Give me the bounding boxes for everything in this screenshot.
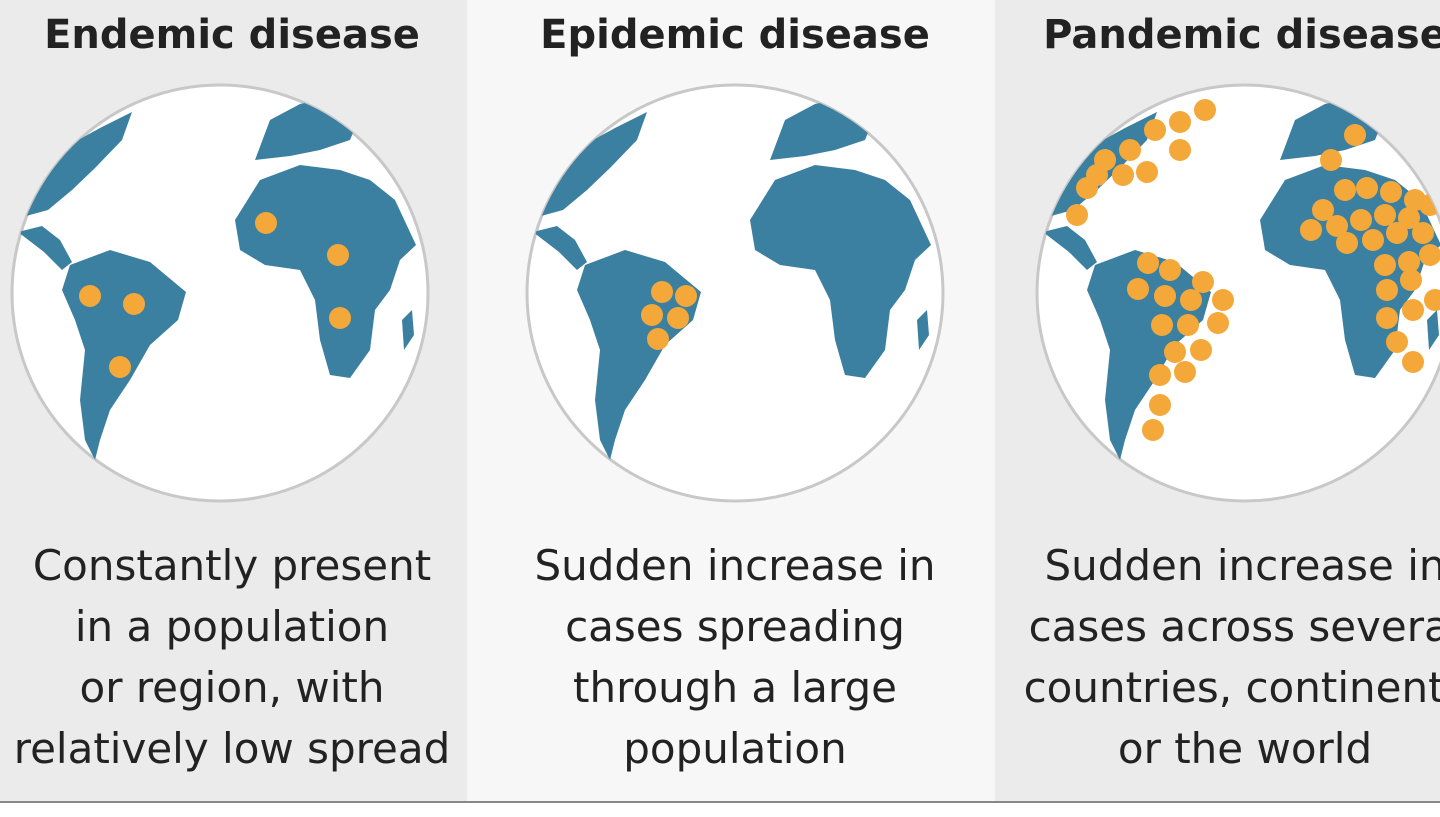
case-dot [1136,161,1158,183]
case-dot [327,244,349,266]
case-dot [1402,351,1424,373]
description-line: population [623,724,847,773]
case-dot [1192,271,1214,293]
case-dot [1356,177,1378,199]
case-dot [1398,251,1420,273]
case-dot [1380,181,1402,203]
case-dot [1086,164,1108,186]
case-dot [1127,278,1149,300]
case-dot [641,304,663,326]
case-dot [1350,209,1372,231]
case-dot [1137,252,1159,274]
case-dot [1112,164,1134,186]
case-dot [1424,289,1440,311]
description-line: or region, with [80,663,385,712]
case-dot [255,212,277,234]
case-dot [1212,289,1234,311]
description-line: cases across several [1029,602,1440,651]
description-line: Sudden increase in [534,541,935,590]
case-dot [1374,254,1396,276]
case-dot [329,307,351,329]
panel: Epidemic disease Sudden increase in cases … [525,12,945,773]
description-line: relatively low spread [14,724,451,773]
case-dot [1142,419,1164,441]
case-dot [1398,207,1420,229]
case-dot [1194,99,1216,121]
case-dot [1149,394,1171,416]
case-dot [1119,139,1141,161]
panel: Pandemic disease Sudden increase in cases … [1024,12,1440,773]
case-dot [1154,285,1176,307]
case-dot [1412,222,1434,244]
case-dot [1066,204,1088,226]
case-dot [1164,341,1186,363]
panel-title: Endemic disease [44,12,420,58]
case-dot [1386,222,1408,244]
case-dot [1180,289,1202,311]
description-line: Sudden increase in [1044,541,1440,590]
case-dot [1144,119,1166,141]
panel-title: Epidemic disease [540,12,930,58]
case-dot [1402,299,1424,321]
case-dot [1174,361,1196,383]
map [533,98,931,460]
description-line: or the world [1118,724,1372,773]
case-dot [1362,229,1384,251]
case-dot [1386,331,1408,353]
case-dot [1169,111,1191,133]
case-dot [1376,279,1398,301]
description-line: in a population [75,602,389,651]
case-dot [1376,307,1398,329]
case-dot [1312,199,1334,221]
case-dot [1334,179,1356,201]
case-dot [1400,269,1422,291]
description-line: cases spreading [565,602,905,651]
case-dot [651,281,673,303]
case-dot [1300,219,1322,241]
case-dot [1326,215,1348,237]
case-dot [1336,232,1358,254]
case-dot [675,285,697,307]
case-dot [1419,244,1440,266]
case-dot [1190,339,1212,361]
panel: Endemic disease Constantly present in a po… [10,12,451,773]
case-dot [647,328,669,350]
description-line: Constantly present [33,541,431,590]
case-dot [1207,312,1229,334]
case-dot [79,285,101,307]
case-dot [1320,149,1342,171]
case-dot [123,293,145,315]
map [1043,98,1440,460]
case-dot [109,356,131,378]
case-dot [1177,314,1199,336]
map [18,98,416,460]
case-dot [1159,259,1181,281]
case-dot [1169,139,1191,161]
case-dot [667,307,689,329]
case-dot [1374,204,1396,226]
case-dot [1344,124,1366,146]
case-dot [1151,314,1173,336]
case-dot [1149,364,1171,386]
panel-title: Pandemic disease [1043,12,1440,58]
description-line: through a large [573,663,897,712]
description-line: countries, continents [1024,663,1440,712]
